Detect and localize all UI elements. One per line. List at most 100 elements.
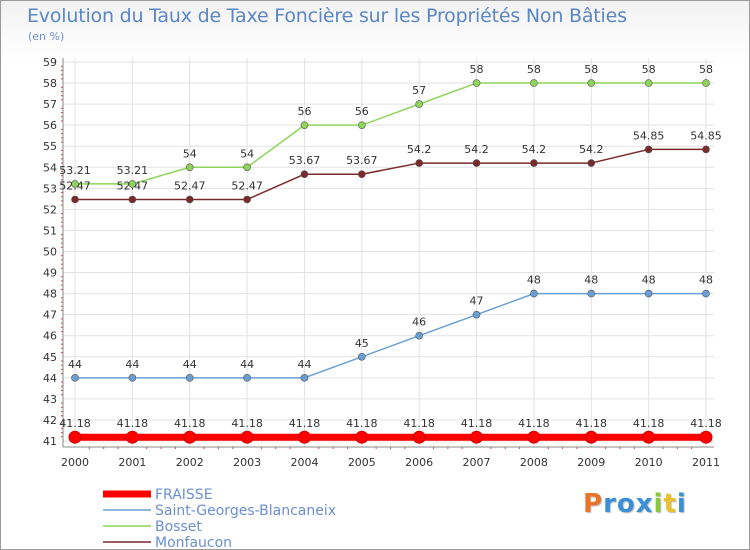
logo-letter: P xyxy=(583,489,604,519)
data-label: 41.18 xyxy=(576,417,608,430)
x-tick-label: 2000 xyxy=(61,456,89,469)
data-point xyxy=(128,374,137,382)
data-label: 45 xyxy=(355,337,369,350)
data-label: 44 xyxy=(240,358,254,371)
x-tick-label: 2001 xyxy=(118,456,146,469)
logo-letter: o xyxy=(616,489,636,519)
data-point xyxy=(702,289,710,298)
data-point xyxy=(642,430,656,444)
data-label: 52.47 xyxy=(174,179,206,192)
data-point xyxy=(71,374,79,382)
y-tick-label: 45 xyxy=(43,351,57,364)
data-point xyxy=(185,195,194,204)
data-point xyxy=(68,430,82,444)
data-label: 48 xyxy=(527,274,541,287)
data-point xyxy=(702,79,710,87)
x-tick-label: 2011 xyxy=(692,456,720,469)
legend-label: FRAISSE xyxy=(155,487,213,503)
data-label: 41.18 xyxy=(518,417,550,430)
data-label: 54.2 xyxy=(579,143,604,156)
data-point xyxy=(183,430,197,444)
data-point xyxy=(185,163,194,172)
logo-letter: r xyxy=(603,489,617,519)
data-point xyxy=(71,180,79,188)
data-point xyxy=(472,310,481,319)
series-line xyxy=(75,82,706,185)
x-tick-label: 2003 xyxy=(233,456,261,469)
data-label: 41.18 xyxy=(59,417,91,430)
data-label: 53.67 xyxy=(346,154,378,167)
data-label: 58 xyxy=(584,63,598,76)
data-label: 54.2 xyxy=(407,143,432,156)
logo-letter: i xyxy=(676,489,687,519)
data-label: 41.18 xyxy=(403,417,435,430)
y-tick-label: 41 xyxy=(43,435,57,448)
data-point xyxy=(527,430,541,444)
y-tick-label: 52 xyxy=(43,203,57,216)
data-point xyxy=(702,145,710,154)
data-label: 52.47 xyxy=(117,179,149,192)
data-label: 56 xyxy=(297,105,311,118)
data-label: 54.2 xyxy=(464,143,489,156)
data-point xyxy=(185,374,194,382)
legend-label: Monfaucon xyxy=(155,535,232,549)
x-tick-label: 2008 xyxy=(520,456,548,469)
data-label: 47 xyxy=(470,295,484,308)
data-label: 48 xyxy=(699,274,713,287)
data-point xyxy=(584,430,598,444)
data-point xyxy=(358,121,366,129)
data-label: 41.18 xyxy=(690,417,722,430)
data-point xyxy=(358,170,366,179)
x-tick-label: 2010 xyxy=(635,456,663,469)
y-tick-label: 44 xyxy=(43,372,57,385)
y-tick-label: 54 xyxy=(43,161,57,174)
legend: FRAISSESaint-Georges-BlancaneixBossetMon… xyxy=(103,487,336,549)
data-label: 41.18 xyxy=(289,417,321,430)
data-label: 57 xyxy=(412,84,426,97)
data-label: 46 xyxy=(412,316,426,329)
data-point xyxy=(243,163,251,172)
data-label: 41.18 xyxy=(231,417,263,430)
y-tick-label: 59 xyxy=(43,56,57,69)
data-point xyxy=(128,180,137,188)
x-tick-label: 2009 xyxy=(577,456,605,469)
y-tick-label: 43 xyxy=(43,393,57,406)
data-label: 48 xyxy=(584,274,598,287)
data-label: 54.85 xyxy=(633,129,665,142)
data-label: 54.2 xyxy=(522,143,547,156)
data-label: 48 xyxy=(642,274,656,287)
data-label: 54.85 xyxy=(690,129,722,142)
data-point xyxy=(300,121,309,129)
data-point xyxy=(644,145,653,154)
data-label: 41.18 xyxy=(346,417,378,430)
data-point xyxy=(587,79,596,87)
data-point xyxy=(587,159,596,167)
chart-subtitle: (en %) xyxy=(28,30,65,43)
data-label: 56 xyxy=(355,105,369,118)
series-line xyxy=(75,292,706,379)
data-label-layer: 41.18 41.18 41.18 41.18 41.18 41.18 41.18 41.18… xyxy=(59,63,722,430)
data-point xyxy=(125,430,139,444)
y-tick-label: 42 xyxy=(43,414,57,427)
data-point xyxy=(355,430,369,444)
data-label: 58 xyxy=(470,63,484,76)
data-point xyxy=(358,352,366,361)
data-point xyxy=(243,374,251,382)
data-point xyxy=(415,100,423,108)
data-label: 52.47 xyxy=(59,179,91,192)
y-tick-label: 53 xyxy=(43,182,57,195)
x-tick-label: 2002 xyxy=(176,456,204,469)
data-point xyxy=(300,170,309,179)
x-tick-label: 2006 xyxy=(405,456,433,469)
y-tick-label: 51 xyxy=(43,224,57,237)
data-point xyxy=(243,195,251,204)
proxiti-logo: Proxiti xyxy=(583,489,687,519)
data-label: 52.47 xyxy=(231,179,263,192)
data-label: 53.67 xyxy=(289,154,321,167)
legend-label: Bosset xyxy=(155,519,202,535)
legend-label: Saint-Georges-Blancaneix xyxy=(155,503,336,519)
data-label: 58 xyxy=(699,63,713,76)
data-label: 41.18 xyxy=(633,417,665,430)
